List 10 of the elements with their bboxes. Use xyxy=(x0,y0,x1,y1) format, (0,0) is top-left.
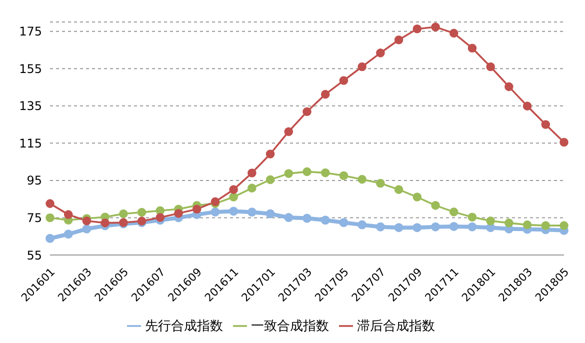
y-tick-label: 95 xyxy=(26,174,42,188)
y-tick-label: 115 xyxy=(19,136,42,150)
y-tick-label: 55 xyxy=(26,248,42,262)
y-tick-label: 135 xyxy=(19,99,42,114)
legend-label: 一致合成指数 xyxy=(251,319,329,334)
legend-label: 先行合成指数 xyxy=(145,319,223,334)
legend-label: 滞后合成指数 xyxy=(357,319,435,334)
y-tick-label: 175 xyxy=(19,24,42,39)
y-tick-label: 75 xyxy=(26,210,42,225)
y-tick-label: 155 xyxy=(19,62,42,76)
